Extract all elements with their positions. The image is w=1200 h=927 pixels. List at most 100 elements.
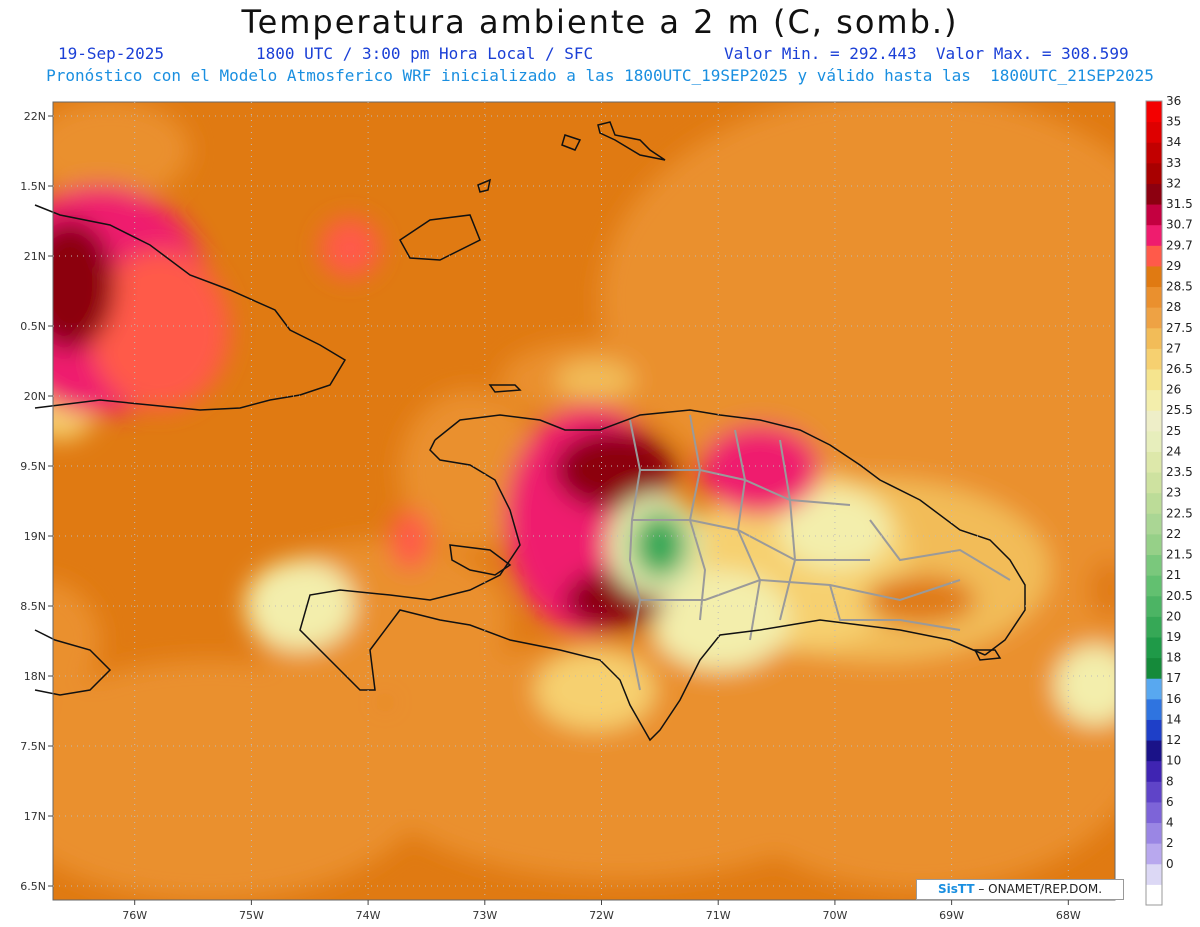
colorbar-swatch <box>1146 740 1162 762</box>
lat-tick-label: 7.5N <box>20 740 46 753</box>
field-zone-sw-corner <box>53 581 100 699</box>
colorbar-swatch <box>1146 101 1162 123</box>
coast-mayaguana <box>477 178 492 193</box>
colorbar-label: 14 <box>1166 712 1181 726</box>
lat-tick-label: 6.5N <box>20 880 46 893</box>
colorbar-swatch <box>1146 533 1162 556</box>
colorbar-swatch <box>1146 719 1162 741</box>
colorbar-label: 27 <box>1166 341 1181 355</box>
coast-saona <box>973 649 1002 661</box>
coast-caicos-w <box>561 134 582 151</box>
colorbar-swatch <box>1146 348 1162 370</box>
colorbar-label: 26.5 <box>1166 362 1193 376</box>
coastlines <box>34 121 1026 742</box>
field-zone-far-e-warm <box>1090 560 1115 620</box>
colorbar-label: 23.5 <box>1166 465 1193 479</box>
coast-cuba <box>34 204 347 411</box>
colorbar-label: 27.5 <box>1166 321 1193 335</box>
colorbar-label: 23 <box>1166 486 1181 500</box>
model-subtitle: Pronóstico con el Modelo Atmosferico WRF… <box>46 66 1154 85</box>
coast-jamaica <box>34 629 112 696</box>
field-zone-far-sw <box>53 102 190 200</box>
lat-tick-label: 19N <box>24 530 46 543</box>
colorbar-swatch <box>1146 863 1162 885</box>
lat-tick-label: 1.5N <box>20 180 46 193</box>
colorbar-swatch <box>1146 801 1162 824</box>
latitude-axis: 22N 1.5N 21N 0.5N 20N 9.5N 19N 8.5N 18N 7.5N 17N 6.… <box>20 110 53 893</box>
colorbar-swatch <box>1146 657 1162 679</box>
colorbar-swatch <box>1146 245 1162 267</box>
field-zone-cool-core <box>634 513 686 577</box>
colorbar-label: 32 <box>1166 176 1181 190</box>
colorbar-label: 22.5 <box>1166 506 1193 520</box>
temperature-field <box>53 102 1115 900</box>
field-zone-e-sea-cool <box>1055 645 1115 725</box>
colorbar-swatch <box>1146 286 1162 308</box>
colorbar-frame <box>1145 100 1163 906</box>
colorbar-label: 28 <box>1166 300 1181 314</box>
lat-tick-label: 20N <box>24 390 46 403</box>
colorbar-swatch <box>1146 265 1162 288</box>
colorbar-swatch <box>1146 183 1162 205</box>
lon-tick-label: 71W <box>706 909 731 922</box>
field-zone-haiti-n-core <box>555 430 675 510</box>
lon-tick-label: 72W <box>589 909 614 922</box>
colorbar-swatch <box>1146 884 1162 906</box>
colorbar-swatch <box>1146 781 1162 803</box>
colorbar-swatch <box>1146 595 1162 617</box>
colorbar-label: 18 <box>1166 651 1181 665</box>
lon-tick-label: 75W <box>239 909 264 922</box>
lon-tick-label: 68W <box>1056 909 1081 922</box>
field-zone-n-sea-spot <box>555 360 635 400</box>
field-zone-dr-valley <box>650 570 790 670</box>
forecast-date: 19-Sep-2025 <box>58 44 164 63</box>
colorbar-label: 16 <box>1166 692 1181 706</box>
field-zone-cuba-core <box>53 220 115 350</box>
colorbar-label: 22 <box>1166 527 1181 541</box>
colorbar-label: 31.5 <box>1166 197 1193 211</box>
lat-tick-label: 22N <box>24 110 46 123</box>
colorbar-label: 10 <box>1166 754 1181 768</box>
colorbar-swatch <box>1146 472 1162 494</box>
map-title: Temperatura ambiente a 2 m (C, somb.) <box>241 3 959 41</box>
colorbar-swatch <box>1146 554 1162 576</box>
colorbar-label: 0 <box>1166 857 1174 871</box>
lat-tick-label: 0.5N <box>20 320 46 333</box>
colorbar-swatch <box>1146 843 1162 865</box>
plot-frame <box>52 101 1116 901</box>
lon-tick-label: 73W <box>472 909 497 922</box>
colorbar-swatch <box>1146 369 1162 391</box>
field-zone-w-haiti <box>400 390 540 550</box>
field-zone-sea-hot-a <box>320 218 380 278</box>
colorbar-swatch <box>1146 224 1162 246</box>
colorbar-label: 25.5 <box>1166 403 1193 417</box>
colorbar-swatch <box>1146 430 1162 452</box>
lat-tick-label: 18N <box>24 670 46 683</box>
colorbar-swatch <box>1146 389 1162 411</box>
colorbar-label: 6 <box>1166 795 1174 809</box>
coast-inagua <box>399 214 481 261</box>
lat-tick-label: 9.5N <box>20 460 46 473</box>
coast-hispaniola-north <box>434 409 1026 656</box>
field-zone-s-sea-cool <box>535 650 655 730</box>
coast-hispaniola-south <box>299 439 986 742</box>
colorbar-label: 4 <box>1166 816 1174 830</box>
colorbar-swatch <box>1146 451 1162 473</box>
coast-gonave <box>449 544 512 576</box>
field-zone-dr-cibao <box>780 490 890 570</box>
colorbar-label: 25 <box>1166 424 1181 438</box>
colorbar-label: 12 <box>1166 733 1181 747</box>
colorbar-label: 20.5 <box>1166 589 1193 603</box>
colorbar-label: 36 <box>1166 94 1181 108</box>
colorbar-swatch <box>1146 760 1162 782</box>
temperature-colorbar: 02468101214161718192020.52121.52222.5232… <box>1145 94 1193 906</box>
min-max-values: Valor Min. = 292.443 Valor Max. = 308.59… <box>724 44 1129 63</box>
coast-tortuga <box>488 384 522 393</box>
colorbar-label: 21.5 <box>1166 548 1193 562</box>
colorbar-label: 26 <box>1166 383 1181 397</box>
colorbar-swatch <box>1146 492 1162 514</box>
colorbar-swatch <box>1146 307 1162 329</box>
field-zone-n-dr-hot <box>700 425 820 515</box>
lon-tick-label: 74W <box>356 909 381 922</box>
colorbar-swatch <box>1146 698 1162 720</box>
